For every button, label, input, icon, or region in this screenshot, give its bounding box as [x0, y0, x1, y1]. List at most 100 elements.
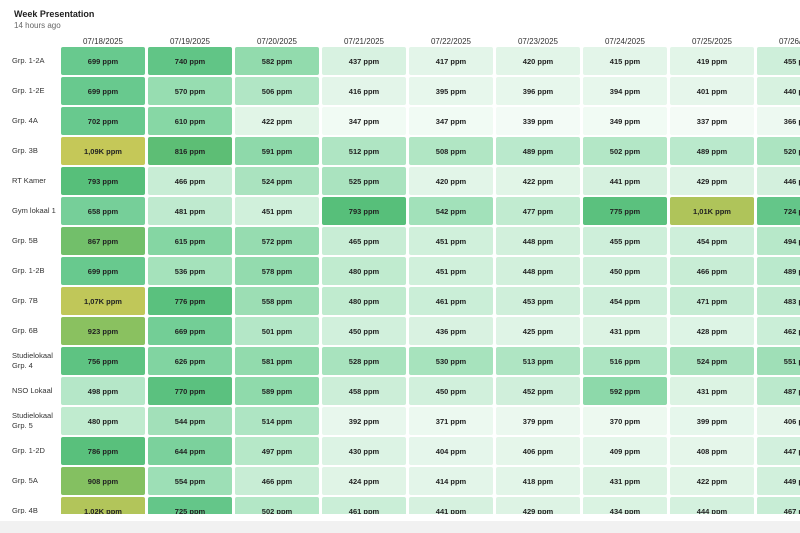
heatmap-cell[interactable]: 337 ppm	[670, 107, 754, 135]
heatmap-cell[interactable]: 349 ppm	[583, 107, 667, 135]
heatmap-cell[interactable]: 592 ppm	[583, 377, 667, 405]
heatmap-cell[interactable]: 441 ppm	[409, 497, 493, 514]
heatmap-cell[interactable]: 431 ppm	[583, 317, 667, 345]
heatmap-cell[interactable]: 466 ppm	[670, 257, 754, 285]
heatmap-cell[interactable]: 446 ppm	[757, 167, 800, 195]
heatmap-cell[interactable]: 428 ppm	[670, 317, 754, 345]
heatmap-cell[interactable]: 530 ppm	[409, 347, 493, 375]
heatmap-cell[interactable]: 658 ppm	[61, 197, 145, 225]
heatmap-cell[interactable]: 591 ppm	[235, 137, 319, 165]
heatmap-cell[interactable]: 770 ppm	[148, 377, 232, 405]
heatmap-cell[interactable]: 775 ppm	[583, 197, 667, 225]
heatmap-cell[interactable]: 536 ppm	[148, 257, 232, 285]
heatmap-cell[interactable]: 425 ppm	[496, 317, 580, 345]
heatmap-cell[interactable]: 867 ppm	[61, 227, 145, 255]
heatmap-cell[interactable]: 520 ppm	[757, 137, 800, 165]
heatmap-cell[interactable]: 454 ppm	[583, 287, 667, 315]
heatmap-cell[interactable]: 502 ppm	[235, 497, 319, 514]
heatmap-cell[interactable]: 370 ppm	[583, 407, 667, 435]
heatmap-cell[interactable]: 699 ppm	[61, 257, 145, 285]
heatmap-cell[interactable]: 449 ppm	[757, 467, 800, 495]
heatmap-cell[interactable]: 480 ppm	[61, 407, 145, 435]
heatmap-cell[interactable]: 1,09K ppm	[61, 137, 145, 165]
heatmap-cell[interactable]: 816 ppm	[148, 137, 232, 165]
heatmap-cell[interactable]: 1,01K ppm	[670, 197, 754, 225]
heatmap-cell[interactable]: 487 ppm	[757, 377, 800, 405]
heatmap-cell[interactable]: 524 ppm	[670, 347, 754, 375]
heatmap-cell[interactable]: 347 ppm	[322, 107, 406, 135]
heatmap-cell[interactable]: 406 ppm	[496, 437, 580, 465]
heatmap-cell[interactable]: 501 ppm	[235, 317, 319, 345]
heatmap-cell[interactable]: 453 ppm	[496, 287, 580, 315]
heatmap-cell[interactable]: 513 ppm	[496, 347, 580, 375]
heatmap-cell[interactable]: 339 ppm	[496, 107, 580, 135]
heatmap-cell[interactable]: 793 ppm	[61, 167, 145, 195]
heatmap-cell[interactable]: 724 ppm	[757, 197, 800, 225]
heatmap-cell[interactable]: 406 ppm	[757, 407, 800, 435]
heatmap-cell[interactable]: 498 ppm	[61, 377, 145, 405]
heatmap-cell[interactable]: 451 ppm	[409, 257, 493, 285]
heatmap-cell[interactable]: 437 ppm	[322, 47, 406, 75]
heatmap-cell[interactable]: 409 ppm	[583, 437, 667, 465]
heatmap-cell[interactable]: 461 ppm	[322, 497, 406, 514]
heatmap-cell[interactable]: 458 ppm	[322, 377, 406, 405]
heatmap-cell[interactable]: 429 ppm	[670, 167, 754, 195]
heatmap-cell[interactable]: 408 ppm	[670, 437, 754, 465]
heatmap-cell[interactable]: 422 ppm	[670, 467, 754, 495]
heatmap-cell[interactable]: 440 ppm	[757, 77, 800, 105]
heatmap-cell[interactable]: 417 ppm	[409, 47, 493, 75]
heatmap-cell[interactable]: 793 ppm	[322, 197, 406, 225]
heatmap-cell[interactable]: 452 ppm	[496, 377, 580, 405]
heatmap-cell[interactable]: 399 ppm	[670, 407, 754, 435]
heatmap-cell[interactable]: 477 ppm	[496, 197, 580, 225]
heatmap-cell[interactable]: 455 ppm	[757, 47, 800, 75]
heatmap-cell[interactable]: 416 ppm	[322, 77, 406, 105]
heatmap-cell[interactable]: 379 ppm	[496, 407, 580, 435]
heatmap-cell[interactable]: 699 ppm	[61, 47, 145, 75]
heatmap-cell[interactable]: 1,02K ppm	[61, 497, 145, 514]
heatmap-cell[interactable]: 702 ppm	[61, 107, 145, 135]
heatmap-cell[interactable]: 434 ppm	[583, 497, 667, 514]
horizontal-scrollbar[interactable]	[0, 521, 800, 533]
heatmap-cell[interactable]: 422 ppm	[496, 167, 580, 195]
heatmap-cell[interactable]: 480 ppm	[322, 287, 406, 315]
heatmap-cell[interactable]: 908 ppm	[61, 467, 145, 495]
heatmap-cell[interactable]: 429 ppm	[496, 497, 580, 514]
heatmap-cell[interactable]: 396 ppm	[496, 77, 580, 105]
heatmap-cell[interactable]: 524 ppm	[235, 167, 319, 195]
heatmap-cell[interactable]: 419 ppm	[670, 47, 754, 75]
heatmap-cell[interactable]: 420 ppm	[409, 167, 493, 195]
heatmap-cell[interactable]: 451 ppm	[235, 197, 319, 225]
heatmap-cell[interactable]: 508 ppm	[409, 137, 493, 165]
heatmap-cell[interactable]: 347 ppm	[409, 107, 493, 135]
heatmap-cell[interactable]: 923 ppm	[61, 317, 145, 345]
heatmap-cell[interactable]: 420 ppm	[496, 47, 580, 75]
heatmap-cell[interactable]: 578 ppm	[235, 257, 319, 285]
heatmap-cell[interactable]: 461 ppm	[409, 287, 493, 315]
heatmap-cell[interactable]: 572 ppm	[235, 227, 319, 255]
heatmap-cell[interactable]: 725 ppm	[148, 497, 232, 514]
heatmap-cell[interactable]: 395 ppm	[409, 77, 493, 105]
heatmap-cell[interactable]: 1,07K ppm	[61, 287, 145, 315]
heatmap-cell[interactable]: 581 ppm	[235, 347, 319, 375]
heatmap-cell[interactable]: 551 ppm	[757, 347, 800, 375]
heatmap-cell[interactable]: 669 ppm	[148, 317, 232, 345]
heatmap-cell[interactable]: 506 ppm	[235, 77, 319, 105]
heatmap-cell[interactable]: 366 ppm	[757, 107, 800, 135]
heatmap-cell[interactable]: 447 ppm	[757, 437, 800, 465]
heatmap-cell[interactable]: 570 ppm	[148, 77, 232, 105]
heatmap-cell[interactable]: 436 ppm	[409, 317, 493, 345]
heatmap-cell[interactable]: 483 ppm	[757, 287, 800, 315]
heatmap-cell[interactable]: 401 ppm	[670, 77, 754, 105]
heatmap-cell[interactable]: 786 ppm	[61, 437, 145, 465]
heatmap-cell[interactable]: 514 ppm	[235, 407, 319, 435]
heatmap-cell[interactable]: 422 ppm	[235, 107, 319, 135]
heatmap-cell[interactable]: 512 ppm	[322, 137, 406, 165]
heatmap-cell[interactable]: 582 ppm	[235, 47, 319, 75]
heatmap-cell[interactable]: 414 ppm	[409, 467, 493, 495]
heatmap-cell[interactable]: 450 ppm	[583, 257, 667, 285]
heatmap-cell[interactable]: 448 ppm	[496, 257, 580, 285]
heatmap-cell[interactable]: 489 ppm	[670, 137, 754, 165]
heatmap-cell[interactable]: 451 ppm	[409, 227, 493, 255]
heatmap-cell[interactable]: 394 ppm	[583, 77, 667, 105]
